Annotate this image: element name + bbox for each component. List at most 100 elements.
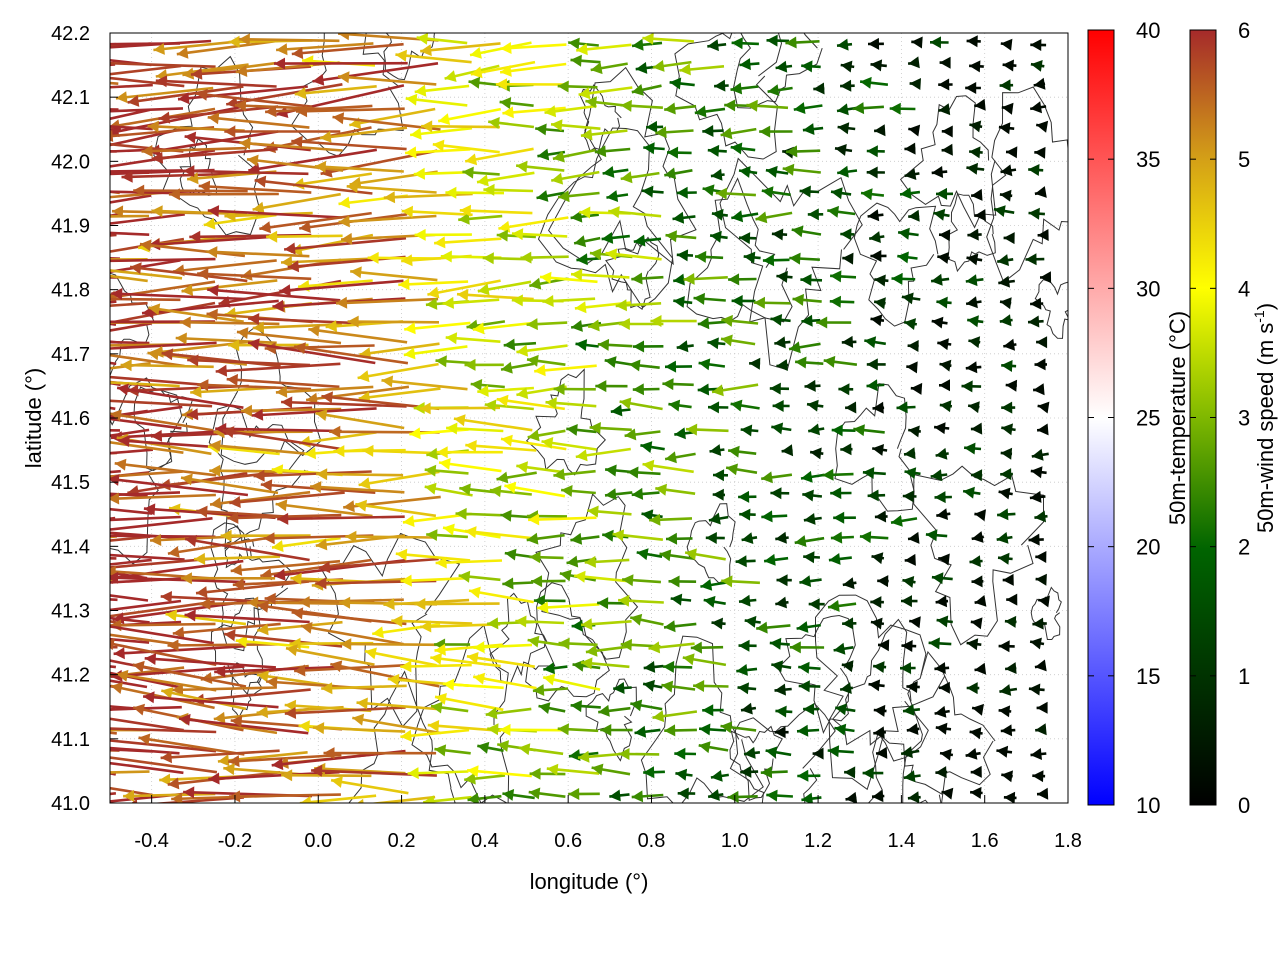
wind-vector: [414, 598, 500, 610]
wind-vector: [874, 274, 889, 287]
wind-vector-head: [837, 122, 850, 135]
wind-vector: [907, 791, 921, 803]
wind-vector: [228, 753, 342, 768]
wind-vector-head: [590, 62, 603, 75]
wind-vector-head: [131, 799, 138, 803]
wind-vector-shaft: [345, 535, 436, 539]
wind-vector-head: [771, 422, 784, 435]
wind-vector-shaft: [435, 559, 503, 565]
wind-vector-head: [561, 485, 573, 497]
wind-vector: [934, 491, 952, 504]
wind-vector-head: [217, 754, 230, 767]
wind-vector-head: [936, 296, 948, 309]
wind-vector-head: [568, 788, 580, 800]
wind-vector-head: [446, 422, 458, 435]
wind-vector: [631, 487, 660, 500]
wind-vector-head: [578, 87, 591, 100]
wind-vector-head: [755, 211, 768, 224]
wind-vector-head: [727, 790, 739, 803]
wind-vector-head: [175, 332, 187, 345]
wind-vector-head: [746, 99, 758, 112]
wind-vector-head: [410, 127, 422, 140]
wind-vector-head: [659, 549, 672, 562]
wind-vector: [648, 641, 695, 654]
wind-vector: [936, 296, 952, 309]
wind-vector-head: [464, 358, 476, 371]
wind-vector-shaft: [171, 686, 277, 692]
wind-vector-head: [941, 125, 953, 138]
wind-vector-head: [931, 572, 944, 585]
wind-vector-shaft: [421, 124, 500, 129]
wind-vector-head: [541, 437, 554, 449]
wind-vector-head: [969, 727, 982, 740]
wind-vector-head: [257, 670, 269, 683]
wind-vector-shaft: [284, 706, 406, 715]
wind-vector: [352, 713, 442, 735]
wind-vector-head: [1030, 748, 1042, 760]
wind-vector: [996, 532, 1013, 544]
wind-vector-head: [1030, 466, 1043, 479]
wind-vector: [731, 37, 759, 50]
wind-vector-head: [771, 228, 784, 241]
wind-vector-shaft: [110, 559, 244, 580]
wind-vector: [552, 148, 596, 163]
wind-vector-head: [728, 273, 740, 286]
wind-vector-head: [333, 445, 345, 458]
wind-vector: [500, 434, 567, 451]
wind-vector: [110, 259, 181, 274]
wind-vector-shaft: [350, 270, 438, 282]
wind-vector-head: [228, 35, 240, 48]
wind-vector-head: [730, 399, 743, 412]
wind-speed-label-superscript: -1: [1251, 310, 1267, 323]
wind-vector: [197, 268, 312, 281]
wind-vector-head: [1036, 701, 1048, 714]
wind-vector-head: [383, 598, 395, 611]
wind-vector-head: [274, 57, 286, 70]
wind-vector: [931, 316, 948, 329]
wind-vector-shaft: [357, 362, 439, 380]
wind-vector-head: [500, 42, 512, 54]
wind-vector: [664, 360, 693, 373]
wind-vector-head: [184, 609, 196, 622]
wind-vector-head: [664, 724, 676, 737]
wind-vector: [575, 339, 599, 351]
wind-vector: [499, 97, 534, 110]
wind-vector-shaft: [400, 663, 472, 668]
wind-vector: [1034, 659, 1047, 672]
wind-vector-head: [935, 595, 948, 608]
wind-vector: [765, 165, 789, 178]
wind-vector: [866, 166, 885, 179]
wind-vector: [284, 706, 406, 719]
wind-vector: [110, 727, 217, 734]
wind-vector: [435, 355, 472, 368]
wind-vector-head: [196, 505, 208, 518]
wind-vector-head: [775, 531, 787, 544]
wind-vector: [970, 469, 983, 482]
wind-vector: [347, 315, 440, 328]
wind-vector: [436, 446, 503, 459]
wind-vector: [597, 338, 633, 351]
wind-vector-shaft: [151, 147, 278, 160]
wind-vector-head: [339, 596, 351, 609]
wind-vector-head: [794, 535, 807, 547]
wind-vector: [999, 79, 1014, 92]
wind-vector-head: [618, 594, 630, 607]
wind-vector: [702, 125, 724, 137]
wind-vector: [578, 86, 633, 100]
wind-vector-shaft: [110, 705, 182, 711]
wind-vector: [707, 144, 727, 157]
wind-vector: [276, 42, 374, 56]
wind-vector-shaft: [110, 441, 184, 454]
wind-vector: [252, 192, 341, 214]
wind-vector: [409, 427, 469, 440]
wind-vector-shaft: [465, 443, 537, 452]
wind-vector-head: [935, 766, 947, 779]
wind-vector: [709, 230, 728, 243]
wind-vector-head: [823, 355, 836, 368]
wind-vector-head: [289, 637, 301, 650]
wind-vector: [222, 426, 343, 451]
wind-vector-head: [172, 683, 184, 696]
wind-vector: [743, 746, 761, 759]
wind-vector: [110, 448, 154, 455]
wind-vector-head: [190, 67, 203, 80]
